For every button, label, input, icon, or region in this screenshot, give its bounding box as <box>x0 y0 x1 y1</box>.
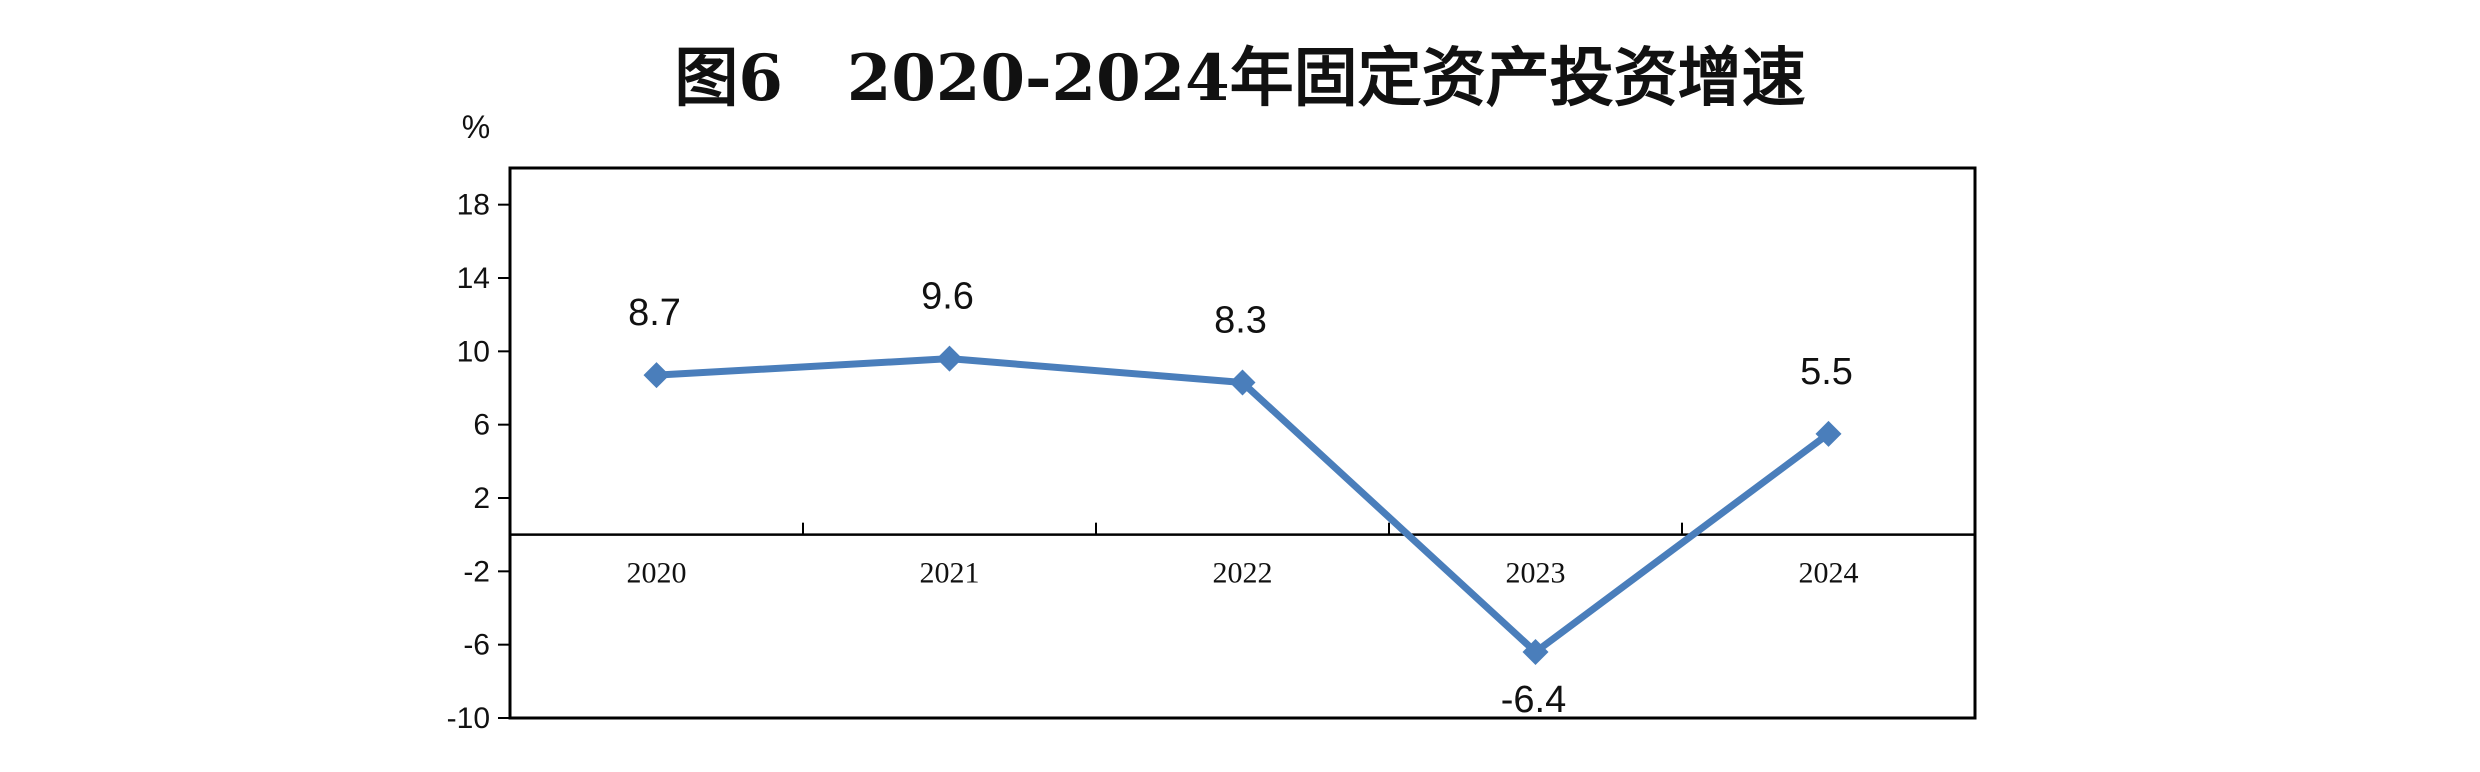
x-axis-ticks: 2020 2021 2022 2023 2024 <box>510 522 1975 590</box>
data-label: 5.5 <box>1800 351 1853 393</box>
y-tick-label: 18 <box>457 189 490 222</box>
y-tick-label: -6 <box>463 629 490 662</box>
data-label: 8.7 <box>628 292 681 334</box>
series-polyline <box>656 355 1831 656</box>
x-tick-label: 2024 <box>1799 557 1859 590</box>
y-axis-ticks: -10 -6 -2 2 6 10 14 18 <box>447 189 510 735</box>
data-point-marker <box>643 362 670 389</box>
data-point-marker <box>1815 420 1842 447</box>
x-tick-label: 2023 <box>1506 557 1566 590</box>
y-tick-label: -2 <box>463 555 490 588</box>
chart-title: 图6 2020-2024年固定资产投资增速 <box>674 41 1805 116</box>
y-tick-label: 10 <box>457 335 490 368</box>
data-point-marker <box>1522 639 1549 665</box>
data-label: 9.6 <box>921 276 974 318</box>
x-tick-label: 2021 <box>920 557 980 590</box>
data-label: 8.3 <box>1214 300 1267 342</box>
x-tick-label: 2022 <box>1213 557 1273 590</box>
y-tick-label: 2 <box>473 482 490 515</box>
plot-frame <box>508 166 1977 720</box>
series-line <box>643 345 1842 665</box>
data-point-marker <box>936 345 963 372</box>
y-tick-label: 6 <box>473 409 490 442</box>
data-label: -6.4 <box>1501 679 1566 721</box>
data-point-marker <box>1229 369 1256 396</box>
data-labels: 8.7 9.6 8.3 -6.4 5.5 <box>628 276 1853 721</box>
x-tick-label: 2020 <box>627 557 687 590</box>
y-axis-label: % <box>462 109 490 145</box>
y-tick-label: -10 <box>447 702 490 735</box>
y-tick-label: 14 <box>457 262 490 295</box>
